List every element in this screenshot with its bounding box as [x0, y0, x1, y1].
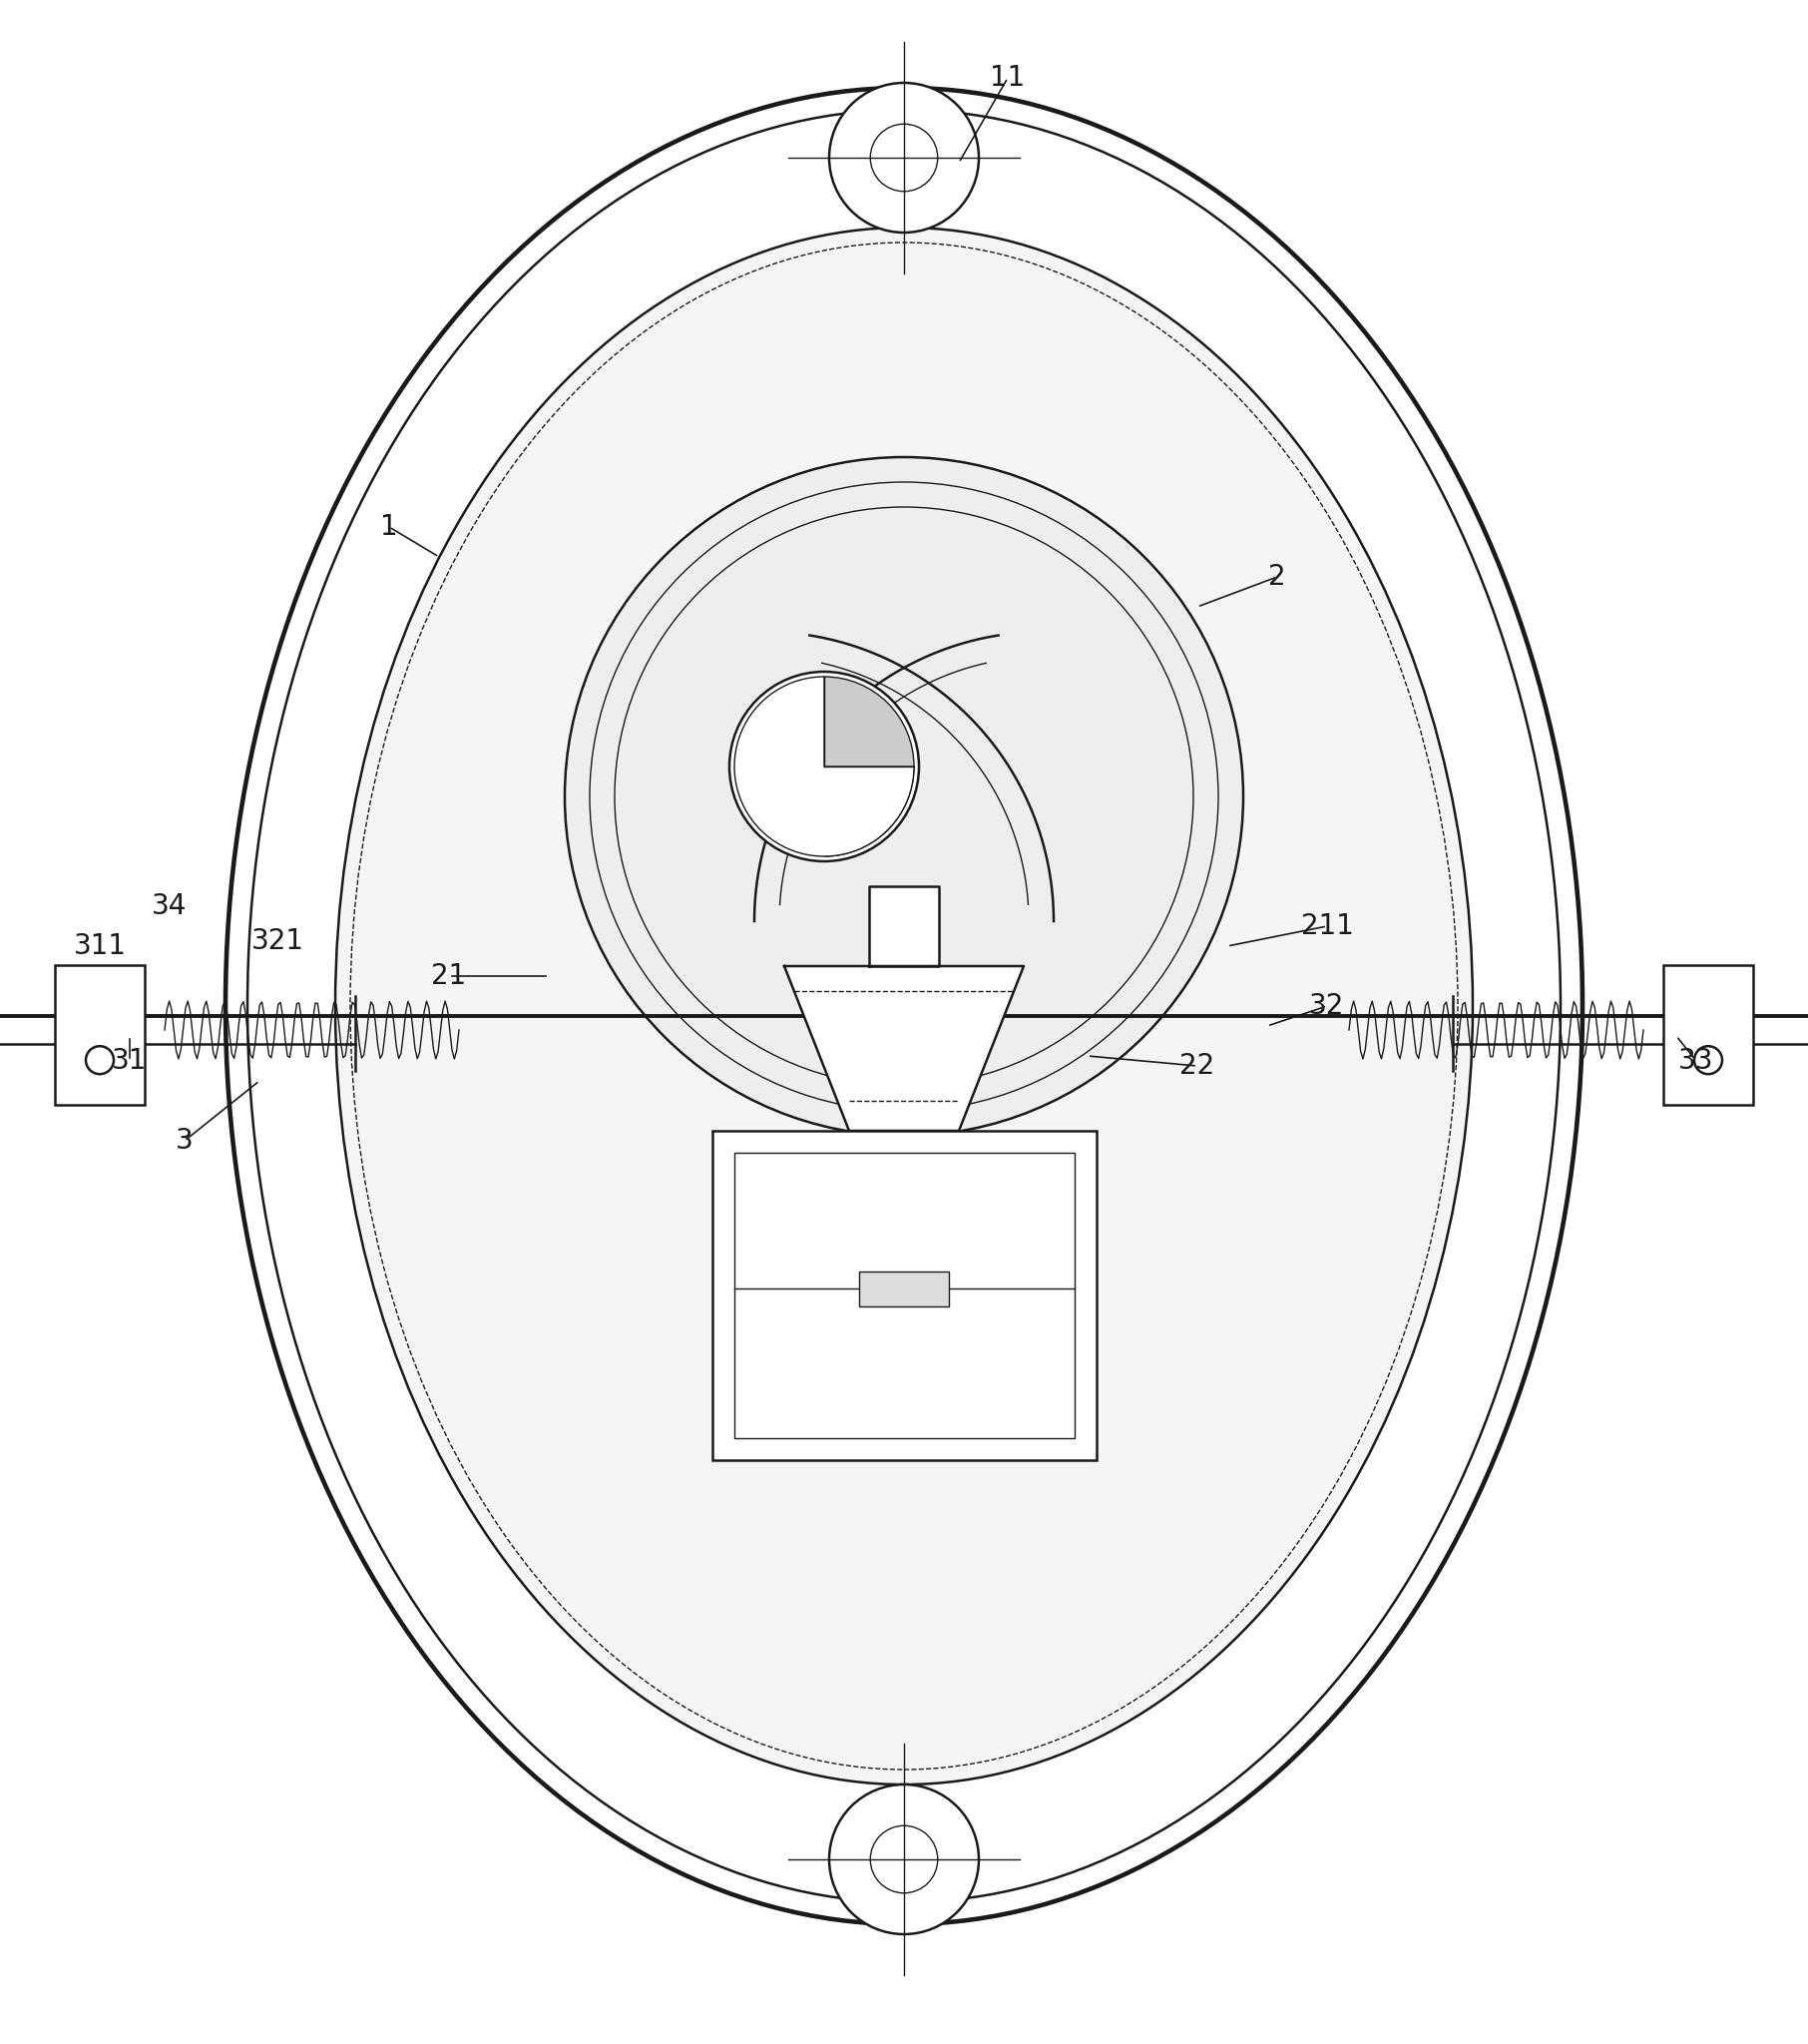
Text: 32: 32	[1309, 991, 1345, 1020]
Text: 1: 1	[380, 513, 398, 542]
Text: 3: 3	[175, 1126, 193, 1155]
Bar	[54, 965, 145, 1106]
Bar	[859, 1271, 949, 1306]
Circle shape	[1694, 1047, 1723, 1073]
Wedge shape	[734, 677, 915, 856]
Text: 211: 211	[1300, 912, 1354, 940]
Text: 33: 33	[1678, 1047, 1714, 1075]
Text: 11: 11	[991, 63, 1025, 92]
Bar	[734, 1153, 1074, 1439]
Ellipse shape	[334, 227, 1474, 1784]
Text: 22: 22	[1181, 1053, 1215, 1079]
Text: 321: 321	[251, 928, 304, 955]
Circle shape	[830, 1784, 978, 1934]
Polygon shape	[870, 887, 938, 967]
Circle shape	[729, 672, 918, 861]
Text: 311: 311	[74, 932, 127, 961]
Bar	[1663, 965, 1754, 1106]
Circle shape	[830, 84, 978, 233]
Wedge shape	[824, 677, 915, 856]
Text: 2: 2	[1269, 562, 1285, 591]
Text: 31: 31	[112, 1047, 148, 1075]
Circle shape	[85, 1047, 114, 1073]
Polygon shape	[785, 967, 1023, 1130]
Bar	[712, 1130, 1096, 1459]
Circle shape	[564, 458, 1244, 1136]
Text: 34: 34	[152, 893, 188, 920]
Text: 21: 21	[432, 963, 466, 989]
